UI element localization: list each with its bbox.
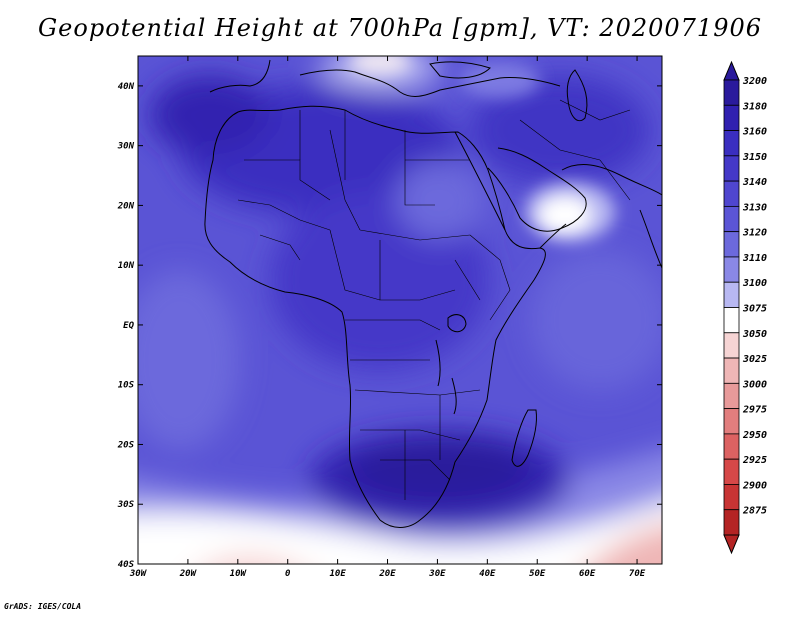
- colorbar-label: 3130: [742, 202, 767, 213]
- country-borders: [237, 99, 631, 500]
- lat-tick-label: 10N: [118, 261, 135, 271]
- colorbar-label: 2925: [742, 455, 767, 466]
- lat-tick-label: 40N: [118, 82, 135, 92]
- colorbar-label: 3025: [742, 354, 767, 365]
- colorbar-swatch: [723, 382, 740, 410]
- lon-tick-label: 30E: [428, 569, 446, 579]
- colorbar-swatch: [723, 307, 740, 334]
- colorbar-label: 2975: [742, 405, 767, 416]
- colorbar-swatch: [723, 79, 740, 106]
- colorbar-label: 3160: [742, 127, 767, 138]
- colorbar-label: 2950: [742, 430, 767, 441]
- plot-frame: [137, 55, 663, 565]
- colorbar-label: 3050: [742, 329, 767, 340]
- colorbar-label: 3100: [742, 278, 767, 289]
- credit-text: GrADS: IGES/COLA: [4, 602, 82, 611]
- colorbar-swatch: [723, 205, 740, 233]
- colorbar-label: 3150: [742, 152, 767, 163]
- lon-tick-label: 40E: [479, 569, 496, 579]
- lon-tick-label: 50E: [529, 569, 546, 579]
- lat-tick-label: EQ: [123, 321, 134, 331]
- lon-tick-label: 0: [285, 569, 291, 579]
- lat-tick-label: 40S: [118, 560, 135, 570]
- colorbar-label: 3180: [742, 101, 767, 112]
- colorbar-swatch: [723, 332, 740, 359]
- colorbar-swatch: [723, 130, 740, 157]
- colorbar-label: 2875: [742, 506, 767, 517]
- map-title: Geopotential Height at 700hPa [gpm], VT:…: [38, 14, 762, 42]
- colorbar-swatch: [723, 458, 740, 485]
- colorbar-top-arrow: [723, 60, 740, 81]
- colorbar-swatch: [723, 281, 740, 308]
- colorbar-swatch: [723, 408, 740, 435]
- axis-layer: 30W 20W 10W 0 10E 20E 30E 40E 50E 60E 70E 40N 30N 20N…: [117, 56, 662, 579]
- colorbar-swatch: [723, 155, 740, 182]
- lon-tick-label: 10W: [230, 569, 248, 579]
- colorbar-label: 3200: [742, 76, 767, 87]
- colorbar: 3200 3180 3160 3150 3140 3130 3120 3110 3100 3075…: [723, 60, 767, 555]
- lon-tick-label: 70E: [629, 569, 646, 579]
- lat-tick-label: 10S: [118, 381, 135, 391]
- colorbar-swatch: [723, 484, 740, 511]
- colorbar-swatch: [723, 357, 740, 384]
- colorbar-label: 2900: [742, 480, 767, 491]
- colorbar-label: 3120: [742, 228, 767, 239]
- colorbar-label: 3075: [742, 304, 767, 315]
- colorbar-swatch: [723, 433, 740, 460]
- colorbar-swatch: [723, 256, 740, 283]
- lat-tick-label: 30S: [117, 500, 135, 510]
- lat-tick-label: 20N: [117, 201, 135, 211]
- colorbar-label: 3110: [742, 253, 767, 264]
- lon-tick-label: 20E: [378, 569, 396, 579]
- colorbar-swatch: [723, 180, 740, 207]
- colorbar-swatch: [723, 104, 740, 131]
- lat-tick-label: 20S: [117, 440, 135, 450]
- lon-tick-label: 60E: [579, 569, 596, 579]
- height-field: [138, 56, 662, 564]
- lon-tick-label: 10E: [329, 569, 346, 579]
- lon-tick-label: 20W: [179, 569, 198, 579]
- coastlines: [204, 59, 662, 528]
- colorbar-label: 3140: [742, 177, 767, 188]
- colorbar-swatch: [723, 509, 740, 536]
- colorbar-swatch: [723, 231, 740, 258]
- colorbar-bottom-arrow: [723, 534, 740, 555]
- lon-tick-label: 30W: [129, 569, 148, 579]
- colorbar-label: 3000: [742, 379, 767, 390]
- lat-tick-label: 30N: [117, 142, 135, 152]
